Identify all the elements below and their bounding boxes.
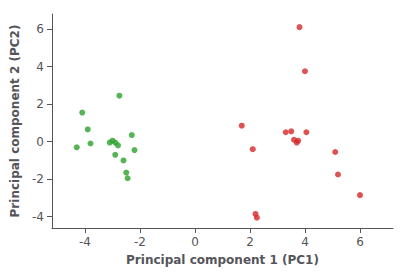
svg-text:Principal component 1 (PC1): Principal component 1 (PC1) (126, 253, 319, 267)
svg-text:2: 2 (36, 97, 44, 111)
svg-text:6: 6 (356, 235, 364, 249)
svg-text:4: 4 (301, 235, 309, 249)
svg-text:-4: -4 (32, 210, 44, 224)
svg-text:-2: -2 (134, 235, 146, 249)
svg-text:2: 2 (246, 235, 254, 249)
svg-text:0: 0 (191, 235, 199, 249)
svg-text:-2: -2 (32, 172, 44, 186)
svg-text:6: 6 (36, 22, 44, 36)
svg-text:0: 0 (36, 135, 44, 149)
svg-text:4: 4 (36, 60, 44, 74)
svg-text:Principal component 2 (PC2): Principal component 2 (PC2) (8, 25, 22, 218)
svg-text:-4: -4 (79, 235, 91, 249)
